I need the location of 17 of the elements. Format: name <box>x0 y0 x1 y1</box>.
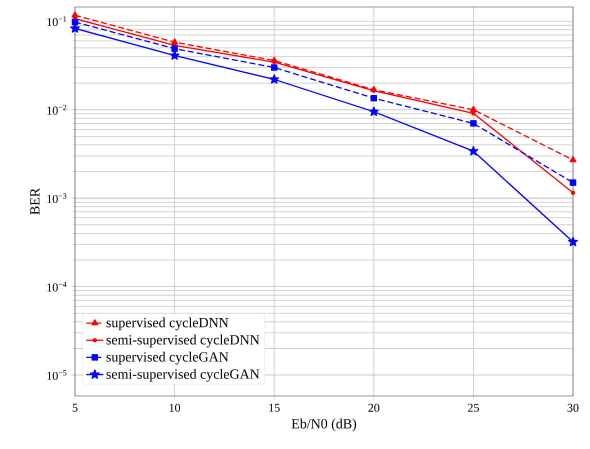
y-tick-label: 10$^{−4}$ <box>47 282 67 292</box>
legend-label: semi-supervised cycleDNN <box>106 334 260 348</box>
legend-label: supervised cycleGAN <box>106 352 228 365</box>
x-tick-label: 15 <box>269 404 280 412</box>
x-axis-title: Eb/N0 (dB) <box>292 418 356 432</box>
y-tick-label: 10$^{−3}$ <box>47 193 66 204</box>
x-tick-label: 25 <box>468 404 479 412</box>
x-tick-label: 10 <box>170 404 180 412</box>
y-axis-title: BER <box>30 188 40 215</box>
x-tick-label: 5 <box>72 404 78 412</box>
legend-label: semi-supervised cycleGAN <box>106 368 260 382</box>
x-tick-label: 20 <box>368 404 380 412</box>
y-tick-label: 10$^{−2}$ <box>47 104 66 115</box>
y-tick-label: 10$^{−5}$ <box>47 370 66 380</box>
legend-label: supervised cycleDNN <box>106 318 228 330</box>
x-tick-label: 30 <box>568 404 579 412</box>
y-tick-label: 10$^{−1}$ <box>47 16 66 26</box>
